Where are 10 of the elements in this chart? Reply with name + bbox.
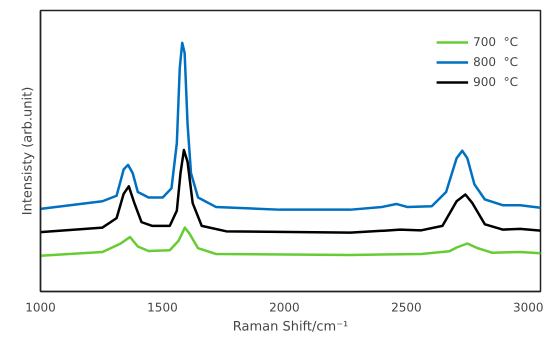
x-axis-title: Raman Shift/cm⁻¹ [232, 320, 348, 334]
legend-label: 900 °C [473, 75, 518, 89]
x-tick-label: 2500 [391, 300, 422, 314]
x-tick-label: 3000 [513, 300, 544, 314]
y-axis-title: Intensisty (arb.unit) [20, 86, 36, 216]
x-tick-label: 1500 [147, 300, 178, 314]
legend-label: 700 °C [473, 35, 518, 49]
x-tick-label: 2000 [269, 300, 300, 314]
legend-label: 800 °C [473, 55, 518, 69]
x-tick-label: 1000 [25, 300, 56, 314]
